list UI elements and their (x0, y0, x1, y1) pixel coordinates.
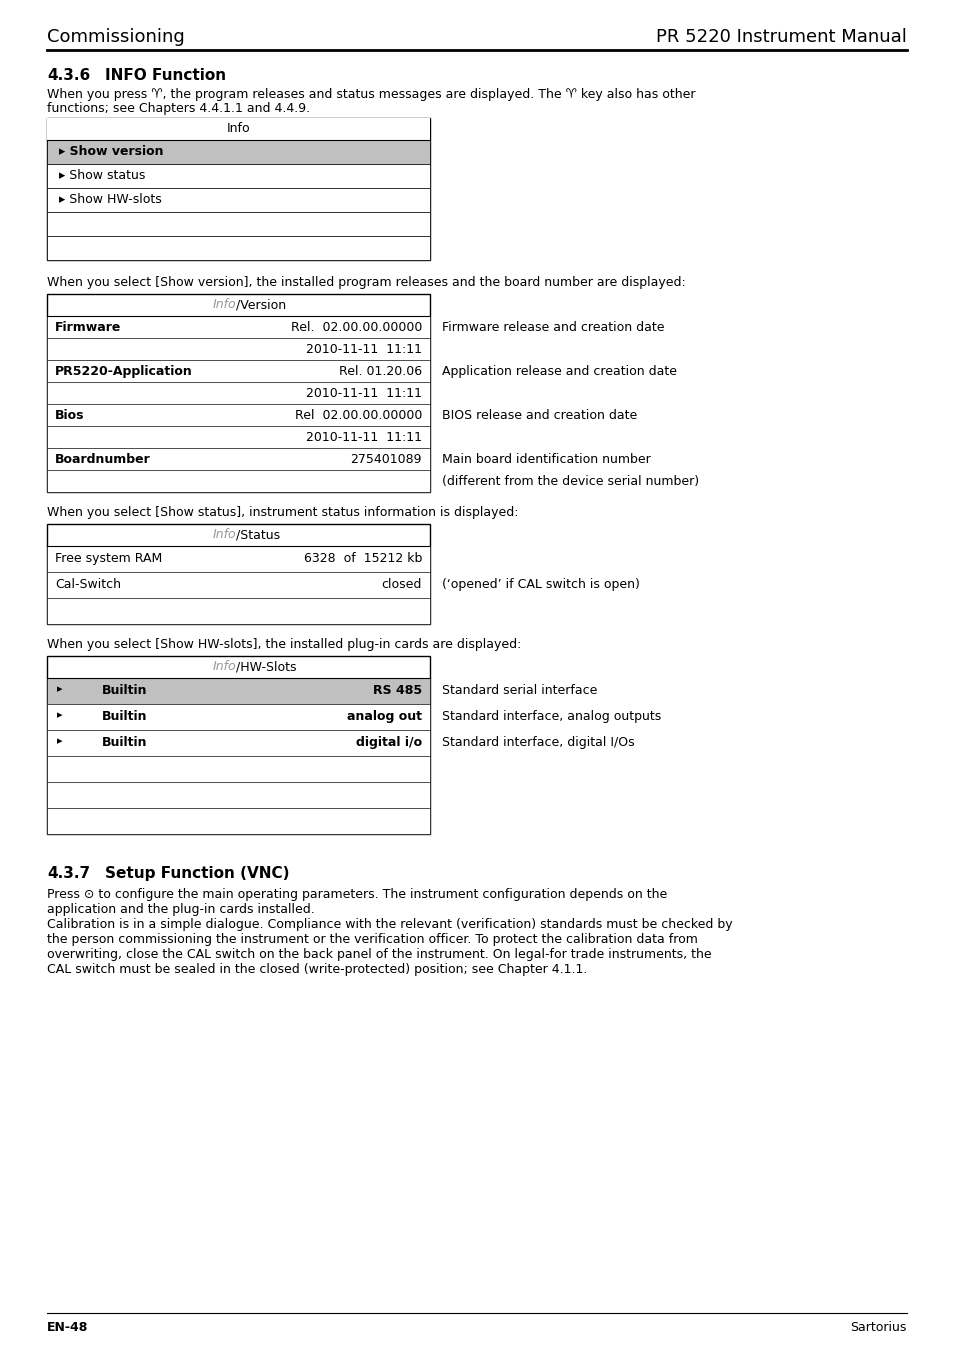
Text: Application release and creation date: Application release and creation date (441, 364, 677, 378)
Bar (47, 678, 430, 703)
Bar (47, 545, 430, 572)
Bar (47, 598, 430, 624)
Bar (47, 756, 430, 782)
Bar (47, 140, 430, 163)
Text: 2010-11-11  11:11: 2010-11-11 11:11 (306, 387, 421, 400)
Text: 4.3.6: 4.3.6 (47, 68, 91, 82)
Text: ▸: ▸ (57, 736, 63, 747)
Text: Builtin: Builtin (102, 684, 148, 697)
Text: Info: Info (213, 660, 236, 674)
Bar (47, 427, 430, 448)
Text: Sartorius: Sartorius (850, 1322, 906, 1334)
Text: INFO Function: INFO Function (105, 68, 226, 82)
Bar (47, 117, 430, 140)
Bar (47, 236, 430, 261)
Bar (47, 782, 430, 809)
Bar (47, 117, 430, 261)
Text: /Version: /Version (236, 298, 286, 311)
Text: BIOS release and creation date: BIOS release and creation date (441, 409, 637, 423)
Text: (‘opened’ if CAL switch is open): (‘opened’ if CAL switch is open) (441, 578, 639, 591)
Text: (different from the device serial number): (different from the device serial number… (441, 475, 699, 487)
Text: 2010-11-11  11:11: 2010-11-11 11:11 (306, 343, 421, 356)
Text: digital i/o: digital i/o (355, 736, 421, 749)
Text: Calibration is in a simple dialogue. Compliance with the relevant (verification): Calibration is in a simple dialogue. Com… (47, 918, 732, 976)
Bar (47, 188, 430, 212)
Text: Standard interface, digital I/Os: Standard interface, digital I/Os (441, 736, 634, 749)
Text: Rel.  02.00.00.00000: Rel. 02.00.00.00000 (291, 321, 421, 333)
Text: Builtin: Builtin (102, 710, 148, 724)
Bar (47, 809, 430, 834)
Text: When you select [Show version], the installed program releases and the board num: When you select [Show version], the inst… (47, 275, 685, 289)
Bar (47, 448, 430, 470)
Text: /Status: /Status (236, 528, 280, 541)
Text: /HW-Slots: /HW-Slots (236, 660, 296, 674)
Text: RS 485: RS 485 (373, 684, 421, 697)
Text: EN-48: EN-48 (47, 1322, 89, 1334)
Bar (47, 294, 430, 491)
Text: Main board identification number: Main board identification number (441, 454, 650, 466)
Text: Builtin: Builtin (102, 736, 148, 749)
Text: 2010-11-11  11:11: 2010-11-11 11:11 (306, 431, 421, 444)
Text: closed: closed (381, 578, 421, 591)
Text: Bios: Bios (55, 409, 85, 423)
Text: 275401089: 275401089 (350, 454, 421, 466)
Text: When you press ♈, the program releases and status messages are displayed. The ♈ : When you press ♈, the program releases a… (47, 88, 695, 101)
Text: Boardnumber: Boardnumber (55, 454, 151, 466)
Text: Rel  02.00.00.00000: Rel 02.00.00.00000 (294, 409, 421, 423)
Text: ▸ Show status: ▸ Show status (59, 169, 145, 182)
Bar (47, 730, 430, 756)
Text: Cal-Switch: Cal-Switch (55, 578, 121, 591)
Bar (47, 524, 430, 624)
Text: ▸: ▸ (57, 710, 63, 720)
Bar (47, 212, 430, 236)
Text: 4.3.7: 4.3.7 (47, 865, 90, 882)
Text: Info: Info (213, 298, 236, 311)
Text: Firmware: Firmware (55, 321, 121, 333)
Text: Commissioning: Commissioning (47, 28, 185, 46)
Bar (47, 470, 430, 491)
Text: 6328  of  15212 kb: 6328 of 15212 kb (303, 552, 421, 566)
Text: Setup Function (VNC): Setup Function (VNC) (105, 865, 289, 882)
Text: Standard serial interface: Standard serial interface (441, 684, 597, 697)
Bar (47, 656, 430, 834)
Text: Standard interface, analog outputs: Standard interface, analog outputs (441, 710, 660, 724)
Text: analog out: analog out (347, 710, 421, 724)
Bar (47, 382, 430, 404)
Bar (47, 338, 430, 360)
Bar (47, 703, 430, 730)
Text: PR5220-Application: PR5220-Application (55, 364, 193, 378)
Text: Press ⊙ to configure the main operating parameters. The instrument configuration: Press ⊙ to configure the main operating … (47, 888, 666, 917)
Text: When you select [Show HW-slots], the installed plug-in cards are displayed:: When you select [Show HW-slots], the ins… (47, 639, 521, 651)
Bar (47, 360, 430, 382)
Bar (47, 404, 430, 427)
Text: Free system RAM: Free system RAM (55, 552, 162, 566)
Text: ▸: ▸ (57, 684, 63, 694)
Bar (47, 572, 430, 598)
Text: When you select [Show status], instrument status information is displayed:: When you select [Show status], instrumen… (47, 506, 518, 518)
Bar (47, 163, 430, 188)
Text: PR 5220 Instrument Manual: PR 5220 Instrument Manual (656, 28, 906, 46)
Text: Rel. 01.20.06: Rel. 01.20.06 (338, 364, 421, 378)
Text: functions; see Chapters 4.4.1.1 and 4.4.9.: functions; see Chapters 4.4.1.1 and 4.4.… (47, 103, 310, 115)
Text: ▸ Show HW-slots: ▸ Show HW-slots (59, 193, 162, 207)
Text: ▸ Show version: ▸ Show version (59, 144, 163, 158)
Text: Firmware release and creation date: Firmware release and creation date (441, 321, 664, 333)
Bar (47, 316, 430, 338)
Text: Info: Info (213, 528, 236, 541)
Text: Info: Info (227, 122, 250, 135)
